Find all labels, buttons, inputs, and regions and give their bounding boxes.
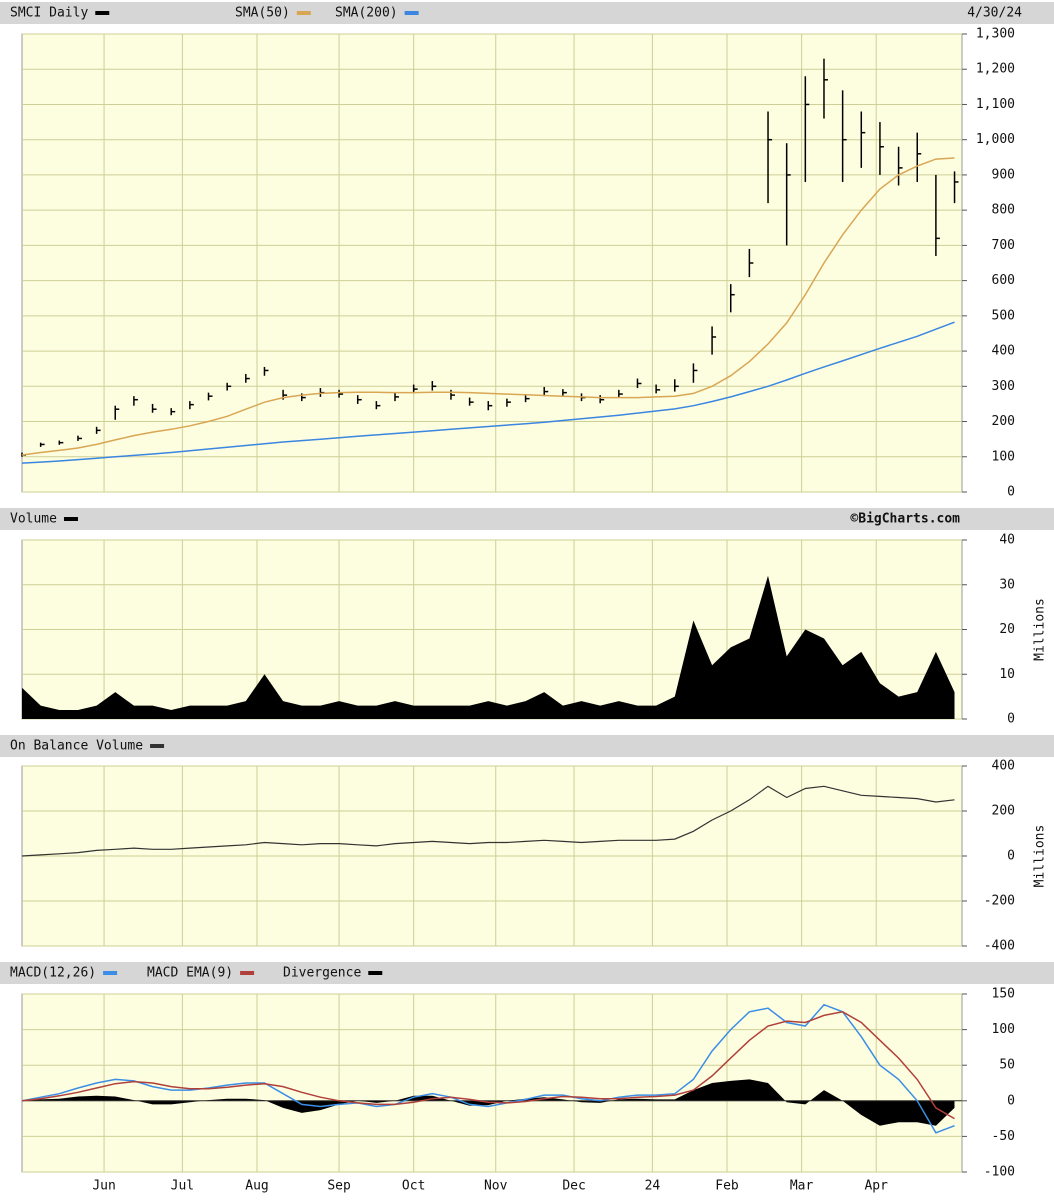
y-tick-label: 1,100: [976, 97, 1015, 112]
legend-label: SMCI Daily: [10, 6, 88, 21]
legend-swatch: [404, 11, 419, 15]
x-tick-label: Mar: [790, 1179, 814, 1194]
y-tick-label: 1,000: [976, 132, 1015, 147]
y-tick-label: 50: [999, 1058, 1015, 1073]
y-tick-label: 400: [992, 344, 1015, 359]
x-tick-label: Aug: [245, 1179, 268, 1194]
legend-swatch: [150, 744, 165, 748]
x-tick-label: Feb: [715, 1179, 739, 1194]
panel-header: [0, 508, 1054, 530]
y-tick-label: 150: [992, 987, 1015, 1002]
y-tick-label: 0: [1007, 1093, 1015, 1108]
y-tick-label: 100: [992, 1022, 1015, 1037]
panel-header: [0, 2, 1054, 24]
y-tick-label: 0: [1007, 849, 1015, 864]
y-tick-label: 0: [1007, 712, 1015, 727]
y-tick-label: 0: [1007, 485, 1015, 500]
y-tick-label: 900: [992, 167, 1015, 182]
x-tick-label: 24: [645, 1179, 661, 1194]
legend-label: Volume: [10, 512, 57, 527]
macd-line: [21, 1003, 955, 1134]
y-tick-label: 30: [999, 577, 1015, 592]
x-tick-label: Apr: [864, 1179, 888, 1194]
y-tick-label: 600: [992, 273, 1015, 288]
x-tick-label: Sep: [327, 1179, 351, 1194]
y-tick-label: -200: [984, 894, 1015, 909]
legend-swatch: [368, 971, 383, 975]
legend-label: SMA(50): [235, 6, 290, 21]
y-tick-label: 1,200: [976, 62, 1015, 77]
macd-line: [21, 1011, 955, 1120]
x-tick-label: Oct: [402, 1179, 425, 1194]
y-tick-label: 700: [992, 238, 1015, 253]
x-tick-label: Nov: [484, 1179, 508, 1194]
y-tick-label: -100: [984, 1165, 1015, 1180]
y-axis-label: Millions: [1033, 825, 1048, 888]
y-tick-label: 10: [999, 667, 1015, 682]
moving-average: [21, 321, 955, 464]
source-credit: ©BigCharts.com: [850, 512, 960, 527]
legend-label: MACD(12,26): [10, 966, 96, 981]
y-tick-label: 200: [992, 414, 1015, 429]
legend-swatch: [63, 517, 78, 521]
y-tick-label: 300: [992, 379, 1015, 394]
y-tick-label: 100: [992, 449, 1015, 464]
x-tick-label: Dec: [562, 1179, 585, 1194]
y-axis-label: Millions: [1033, 598, 1048, 661]
legend-swatch: [296, 11, 311, 15]
legend-label: MACD EMA(9): [147, 966, 233, 981]
y-tick-label: 20: [999, 622, 1015, 637]
y-tick-label: 200: [992, 804, 1015, 819]
y-tick-label: 400: [992, 759, 1015, 774]
y-tick-label: 1,300: [976, 27, 1015, 42]
y-tick-label: 500: [992, 308, 1015, 323]
panel-header: [0, 962, 1054, 984]
y-tick-label: 800: [992, 203, 1015, 218]
legend-label: On Balance Volume: [10, 739, 143, 754]
legend-swatch: [240, 971, 255, 975]
volume-area: [22, 575, 955, 719]
plot-area: [21, 33, 963, 493]
plot-area: [21, 993, 963, 1173]
y-tick-label: 40: [999, 533, 1015, 548]
legend-label: SMA(200): [335, 6, 398, 21]
chart-date: 4/30/24: [967, 6, 1022, 21]
y-tick-label: -50: [992, 1129, 1015, 1144]
legend-label: Divergence: [283, 966, 361, 981]
x-tick-label: Jul: [171, 1179, 194, 1194]
obv-line: [21, 785, 955, 857]
legend-swatch: [103, 971, 118, 975]
y-tick-label: -400: [984, 939, 1015, 954]
x-tick-label: Jun: [92, 1179, 115, 1194]
panel-header: [0, 735, 1054, 757]
legend-swatch: [95, 11, 110, 15]
moving-average: [21, 157, 955, 456]
